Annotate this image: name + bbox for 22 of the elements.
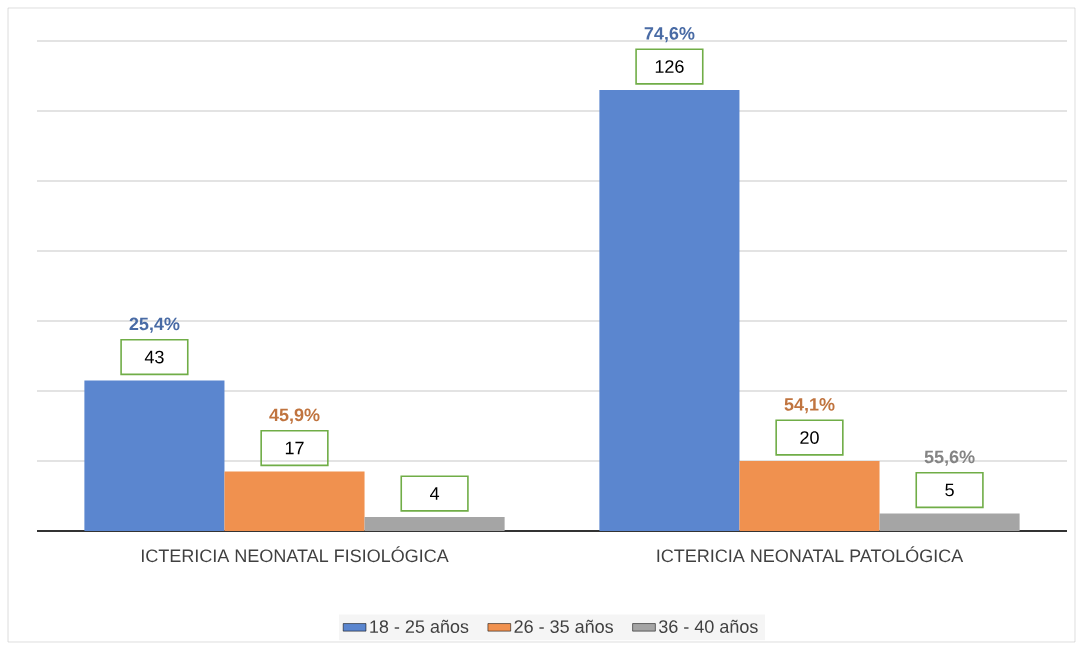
x-tick-label: ICTERICIA NEONATAL PATOLÓGICA: [657, 546, 964, 563]
legend-label: 18 - 25 años: [370, 619, 469, 633]
bar: [364, 516, 505, 531]
data-label: 4: [430, 487, 440, 500]
bar: [84, 380, 225, 531]
legend-label: 36 - 40 años: [659, 619, 758, 633]
annotation: 45,9%: [269, 408, 320, 424]
legend-label: 26 - 35 años: [514, 619, 613, 633]
bar: [879, 513, 1020, 531]
data-label: 126: [655, 60, 684, 73]
annotation: 55,6%: [924, 450, 975, 466]
data-label: 17: [285, 441, 304, 455]
annotation: 25,4%: [129, 317, 180, 333]
data-label: 5: [945, 483, 954, 497]
data-label: 43: [144, 350, 164, 364]
bar: [599, 90, 740, 531]
x-tick-label: ICTERICIA NEONATAL FISIOLÓGICA: [141, 546, 449, 563]
bar: [224, 471, 365, 531]
annotation: 54,1%: [784, 398, 835, 414]
annotation: 74,6%: [644, 27, 695, 43]
data-label: 20: [800, 431, 819, 444]
bar: [739, 460, 880, 531]
